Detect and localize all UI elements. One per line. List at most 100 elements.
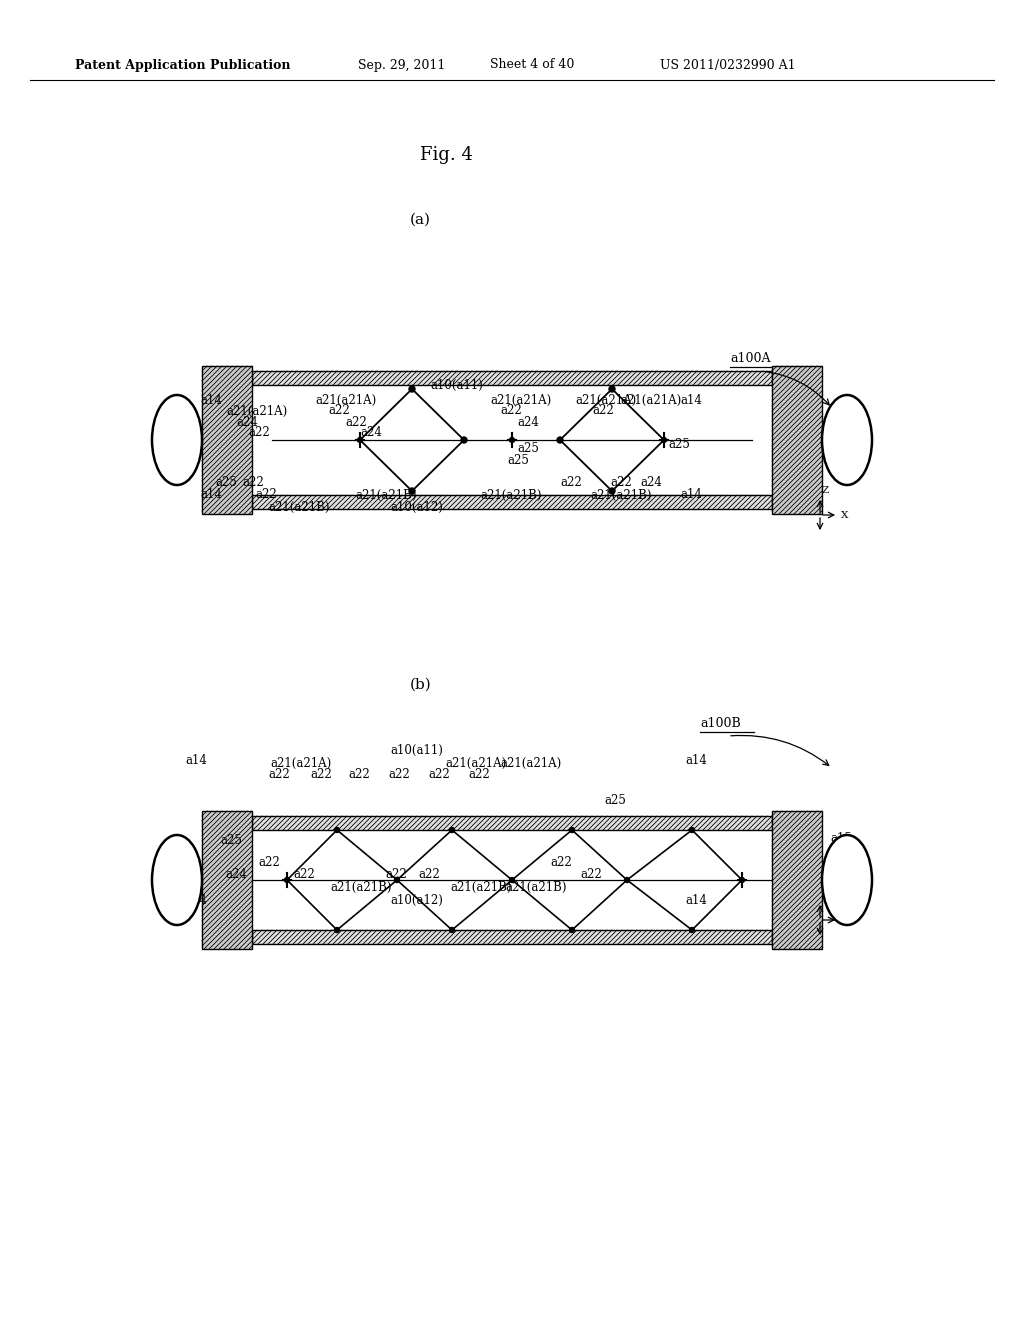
Text: a100B: a100B xyxy=(700,717,740,730)
Ellipse shape xyxy=(822,395,872,484)
Text: a22: a22 xyxy=(310,768,332,781)
Bar xyxy=(252,816,772,830)
Text: a21(a21A): a21(a21A) xyxy=(620,393,681,407)
Text: a21(a21A): a21(a21A) xyxy=(500,756,561,770)
Circle shape xyxy=(625,878,630,883)
Circle shape xyxy=(569,928,574,932)
Text: a22: a22 xyxy=(468,768,489,781)
Text: a14: a14 xyxy=(185,754,207,767)
Bar xyxy=(772,366,822,513)
Circle shape xyxy=(409,385,415,392)
Text: a15: a15 xyxy=(830,441,852,454)
Circle shape xyxy=(689,928,694,932)
Circle shape xyxy=(357,437,362,442)
Text: a14: a14 xyxy=(685,894,707,907)
Text: a21(a21B): a21(a21B) xyxy=(590,488,651,502)
Text: a22: a22 xyxy=(348,768,370,781)
Circle shape xyxy=(409,488,415,494)
Text: X: X xyxy=(841,916,848,924)
Text: Sep. 29, 2011: Sep. 29, 2011 xyxy=(358,58,445,71)
Text: a10(a12): a10(a12) xyxy=(390,500,442,513)
Text: a25: a25 xyxy=(668,438,690,451)
Text: a22: a22 xyxy=(293,869,314,882)
Text: Z: Z xyxy=(822,486,829,495)
Text: a100A: a100A xyxy=(730,352,770,366)
Bar xyxy=(772,810,822,949)
Text: (b): (b) xyxy=(410,678,432,692)
Text: a21(a21B): a21(a21B) xyxy=(505,880,566,894)
Text: a25: a25 xyxy=(215,477,237,490)
Text: a22: a22 xyxy=(248,425,269,438)
Text: a22: a22 xyxy=(500,404,522,417)
Circle shape xyxy=(335,928,340,932)
Bar xyxy=(252,931,772,944)
Text: a22: a22 xyxy=(580,869,602,882)
Text: a14: a14 xyxy=(185,894,207,907)
Circle shape xyxy=(662,437,667,442)
Text: a25: a25 xyxy=(517,441,539,454)
Circle shape xyxy=(510,437,514,442)
Circle shape xyxy=(689,828,694,833)
Text: a10(a11): a10(a11) xyxy=(430,379,483,392)
Circle shape xyxy=(569,828,574,833)
Text: Z: Z xyxy=(822,891,829,900)
Text: a22: a22 xyxy=(428,768,450,781)
Text: a22: a22 xyxy=(550,855,571,869)
Circle shape xyxy=(609,488,615,494)
Text: Patent Application Publication: Patent Application Publication xyxy=(75,58,291,71)
Text: US 2011/0232990 A1: US 2011/0232990 A1 xyxy=(660,58,796,71)
Text: (a): (a) xyxy=(410,213,431,227)
Text: a21(a21A): a21(a21A) xyxy=(315,393,376,407)
Text: a21(a21B): a21(a21B) xyxy=(480,488,542,502)
Text: a24: a24 xyxy=(360,425,382,438)
Text: a14: a14 xyxy=(200,393,222,407)
Circle shape xyxy=(394,878,399,883)
Text: a22: a22 xyxy=(418,869,439,882)
Text: Sheet 4 of 40: Sheet 4 of 40 xyxy=(490,58,574,71)
Circle shape xyxy=(739,878,744,883)
Circle shape xyxy=(461,437,467,444)
Text: Fig. 4: Fig. 4 xyxy=(420,147,473,164)
Text: a21(a21A): a21(a21A) xyxy=(270,756,331,770)
Text: a22: a22 xyxy=(388,768,410,781)
Text: a14: a14 xyxy=(685,754,707,767)
Ellipse shape xyxy=(152,836,202,925)
Circle shape xyxy=(450,828,455,833)
Text: a10(a11): a10(a11) xyxy=(390,743,442,756)
Circle shape xyxy=(557,437,563,444)
Text: a21(a21A): a21(a21A) xyxy=(445,756,506,770)
Circle shape xyxy=(510,878,514,883)
Text: a14: a14 xyxy=(680,393,701,407)
Text: a21(a21A): a21(a21A) xyxy=(575,393,636,407)
Circle shape xyxy=(609,385,615,392)
Bar xyxy=(202,366,252,513)
Text: a24: a24 xyxy=(517,416,539,429)
Text: a21(a21B): a21(a21B) xyxy=(330,880,391,894)
Circle shape xyxy=(335,828,340,833)
Text: a24: a24 xyxy=(236,416,258,429)
Ellipse shape xyxy=(152,395,202,484)
Text: a25: a25 xyxy=(604,793,626,807)
Text: a25: a25 xyxy=(220,833,242,846)
Text: a22: a22 xyxy=(242,477,264,490)
Text: X: X xyxy=(841,511,848,520)
Text: a14: a14 xyxy=(680,488,701,502)
Ellipse shape xyxy=(822,836,872,925)
Text: a22: a22 xyxy=(610,477,632,490)
Text: a22: a22 xyxy=(560,477,582,490)
Text: a22: a22 xyxy=(255,488,276,502)
Text: a22: a22 xyxy=(385,869,407,882)
Text: a22: a22 xyxy=(328,404,350,417)
Text: a22: a22 xyxy=(268,768,290,781)
Text: a21(a21B): a21(a21B) xyxy=(450,880,512,894)
Bar xyxy=(252,371,772,385)
Text: a21(a21A): a21(a21A) xyxy=(490,393,551,407)
Text: a22: a22 xyxy=(592,404,613,417)
Text: a21(a21B): a21(a21B) xyxy=(355,488,417,502)
Circle shape xyxy=(450,928,455,932)
Text: a25: a25 xyxy=(507,454,528,466)
Text: a14: a14 xyxy=(200,488,222,502)
Bar xyxy=(252,495,772,510)
Text: a24: a24 xyxy=(225,869,247,882)
Text: a22: a22 xyxy=(258,855,280,869)
